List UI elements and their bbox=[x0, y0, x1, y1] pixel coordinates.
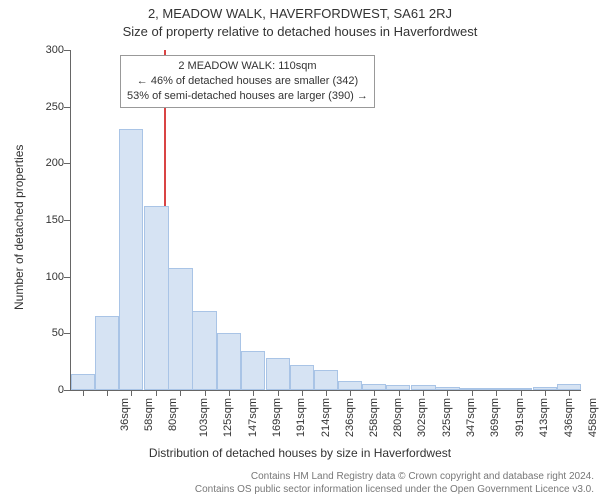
x-tick-label: 347sqm bbox=[466, 398, 478, 437]
x-tick-label: 458sqm bbox=[587, 398, 599, 437]
histogram-bar bbox=[266, 358, 290, 390]
x-tick bbox=[83, 390, 84, 396]
histogram-bar bbox=[119, 129, 143, 390]
x-tick bbox=[131, 390, 132, 396]
x-tick bbox=[156, 390, 157, 396]
x-tick-label: 258sqm bbox=[368, 398, 380, 437]
x-tick bbox=[278, 390, 279, 396]
y-tick bbox=[64, 390, 70, 391]
x-tick bbox=[326, 390, 327, 396]
x-tick bbox=[374, 390, 375, 396]
histogram-bar bbox=[290, 365, 314, 390]
y-axis-label: Number of detached properties bbox=[12, 145, 26, 310]
x-tick bbox=[521, 390, 522, 396]
x-tick-label: 125sqm bbox=[223, 398, 235, 437]
x-tick bbox=[229, 390, 230, 396]
x-axis-label: Distribution of detached houses by size … bbox=[0, 446, 600, 460]
x-tick bbox=[496, 390, 497, 396]
x-tick-label: 80sqm bbox=[167, 398, 179, 431]
histogram-bar bbox=[71, 374, 95, 390]
x-tick-label: 36sqm bbox=[119, 398, 131, 431]
histogram-bar bbox=[241, 351, 265, 390]
y-tick-label: 200 bbox=[4, 157, 64, 169]
y-tick-label: 150 bbox=[4, 214, 64, 226]
info-line-3: 53% of semi-detached houses are larger (… bbox=[127, 89, 368, 104]
x-tick-label: 191sqm bbox=[295, 398, 307, 437]
y-tick bbox=[64, 50, 70, 51]
x-tick-label: 391sqm bbox=[514, 398, 526, 437]
y-tick bbox=[64, 163, 70, 164]
x-tick bbox=[205, 390, 206, 396]
x-tick-label: 413sqm bbox=[538, 398, 550, 437]
y-tick bbox=[64, 107, 70, 108]
x-tick bbox=[180, 390, 181, 396]
x-tick-label: 325sqm bbox=[441, 398, 453, 437]
y-tick bbox=[64, 333, 70, 334]
x-tick-label: 436sqm bbox=[563, 398, 575, 437]
y-tick bbox=[64, 277, 70, 278]
x-tick-label: 58sqm bbox=[143, 398, 155, 431]
histogram-bar bbox=[168, 268, 192, 390]
x-tick bbox=[472, 390, 473, 396]
x-tick-label: 280sqm bbox=[392, 398, 404, 437]
histogram-bar bbox=[95, 316, 119, 390]
x-tick bbox=[302, 390, 303, 396]
histogram-bar bbox=[217, 333, 241, 390]
title-line-2: Size of property relative to detached ho… bbox=[0, 24, 600, 39]
y-tick-label: 50 bbox=[4, 327, 64, 339]
credit-line-1: Contains HM Land Registry data © Crown c… bbox=[251, 471, 594, 482]
credit-line-2: Contains OS public sector information li… bbox=[195, 484, 594, 495]
x-tick-label: 214sqm bbox=[320, 398, 332, 437]
info-box: 2 MEADOW WALK: 110sqm ← 46% of detached … bbox=[120, 55, 375, 108]
histogram-bar bbox=[314, 370, 338, 390]
x-tick bbox=[253, 390, 254, 396]
credit-text: Contains HM Land Registry data © Crown c… bbox=[0, 470, 600, 496]
y-tick bbox=[64, 220, 70, 221]
x-tick bbox=[545, 390, 546, 396]
y-tick-label: 300 bbox=[4, 44, 64, 56]
histogram-bar bbox=[338, 381, 362, 390]
y-tick-label: 250 bbox=[4, 101, 64, 113]
histogram-bar bbox=[192, 311, 216, 390]
x-tick-label: 169sqm bbox=[271, 398, 283, 437]
y-tick-label: 0 bbox=[4, 384, 64, 396]
title-line-1: 2, MEADOW WALK, HAVERFORDWEST, SA61 2RJ bbox=[0, 6, 600, 21]
x-tick bbox=[350, 390, 351, 396]
x-tick-label: 302sqm bbox=[416, 398, 428, 437]
x-tick bbox=[107, 390, 108, 396]
x-tick-label: 147sqm bbox=[247, 398, 259, 437]
x-tick-label: 369sqm bbox=[490, 398, 502, 437]
x-tick bbox=[423, 390, 424, 396]
info-line-1: 2 MEADOW WALK: 110sqm bbox=[127, 59, 368, 74]
histogram-bar bbox=[144, 206, 168, 390]
x-tick bbox=[399, 390, 400, 396]
x-tick-label: 236sqm bbox=[344, 398, 356, 437]
chart-container: 2, MEADOW WALK, HAVERFORDWEST, SA61 2RJ … bbox=[0, 0, 600, 500]
info-line-2: ← 46% of detached houses are smaller (34… bbox=[127, 74, 368, 89]
y-tick-label: 100 bbox=[4, 271, 64, 283]
x-tick bbox=[447, 390, 448, 396]
x-tick bbox=[569, 390, 570, 396]
x-tick-label: 103sqm bbox=[199, 398, 211, 437]
